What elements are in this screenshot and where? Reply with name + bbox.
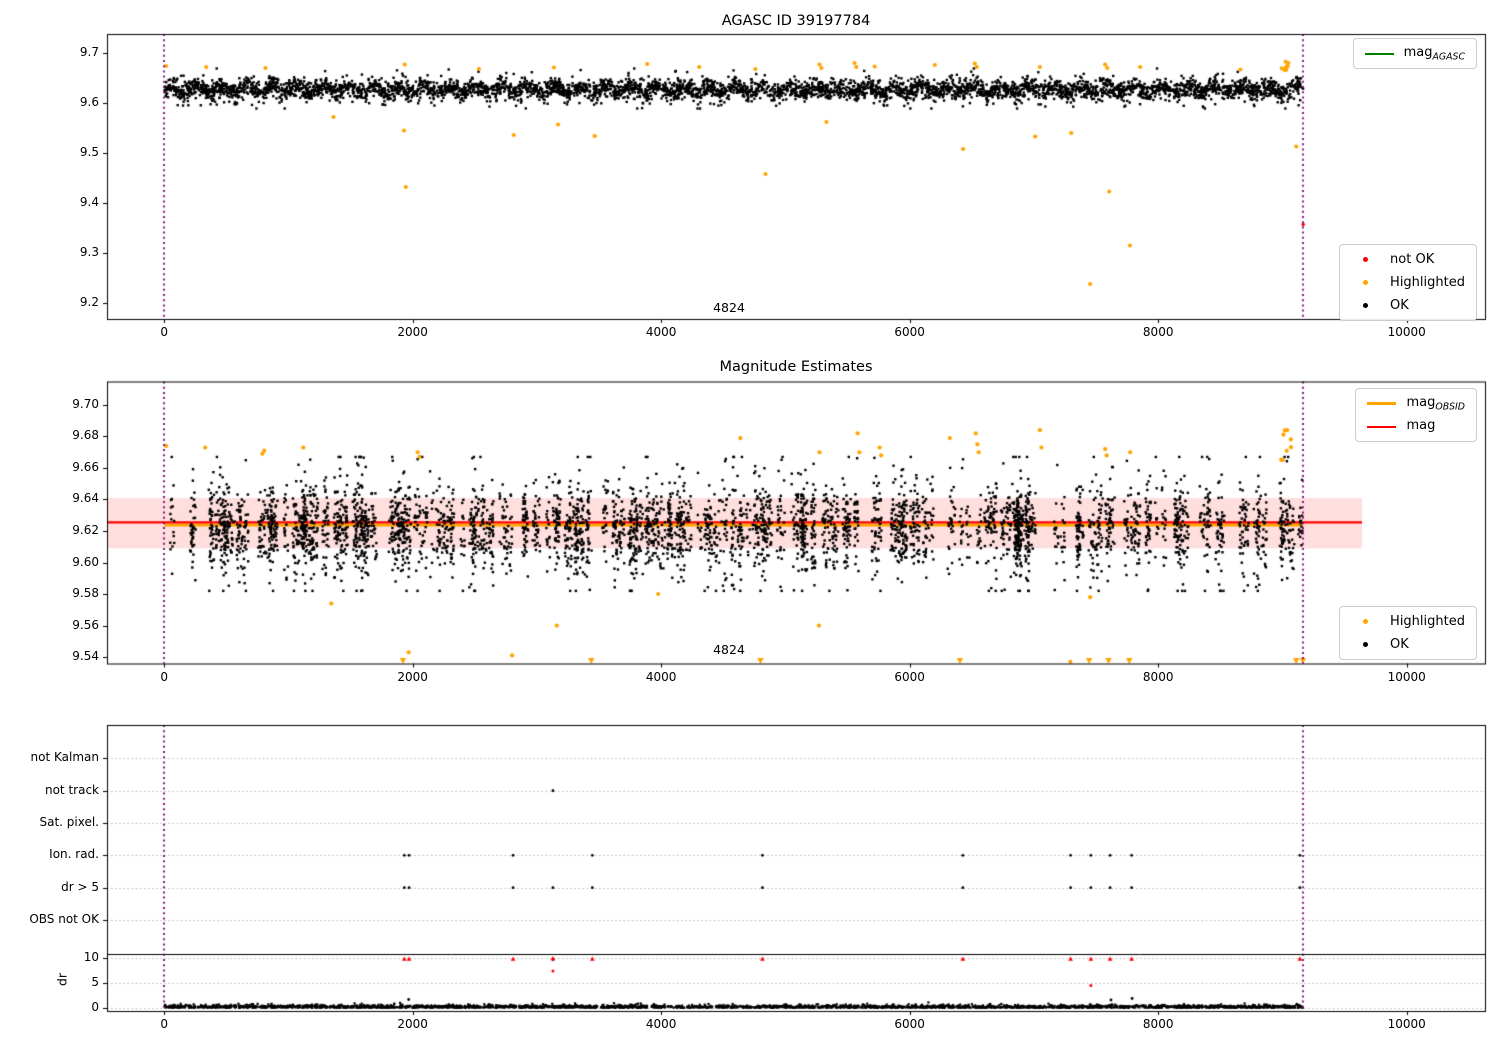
xtick-label: 4000: [645, 325, 677, 339]
p2-ytick-label: 9.64: [72, 491, 99, 506]
p2-ytick-label: 9.70: [72, 396, 99, 411]
panel2-annotation: 4824: [713, 642, 745, 657]
dr-ytick-label: 5: [91, 975, 99, 989]
xtick-label: 8000: [1142, 1017, 1174, 1031]
xtick-label: 0: [160, 325, 168, 339]
legend-item-ok: OK: [1351, 296, 1465, 315]
not-ok-marker-sample: [1363, 257, 1369, 262]
legend-item-ok: OK: [1351, 635, 1465, 654]
legend-label: magOBSID: [1406, 394, 1465, 413]
dr-axis-label: dr: [54, 972, 70, 987]
xtick-label: 8000: [1142, 670, 1174, 684]
xtick-label: 4000: [645, 670, 677, 684]
xtick-label: 2000: [397, 1017, 428, 1031]
legend-label: OK: [1390, 637, 1409, 652]
legend-item-highlighted: Highlighted: [1351, 612, 1465, 631]
ok-marker-sample: [1363, 642, 1369, 647]
legend-item-mag: mag: [1367, 417, 1465, 436]
flag-category-label: Ion. rad.: [49, 847, 99, 862]
p1-ytick-label: 9.5: [79, 145, 99, 159]
mag-obsid-line-sample: [1367, 402, 1397, 405]
legend-item-mag-agasc: magAGASC: [1364, 44, 1465, 63]
highlighted-marker-sample: [1363, 280, 1369, 285]
p2-ytick-label: 9.58: [72, 586, 99, 601]
panel2-marker-legend: Highlighted OK: [1339, 606, 1477, 660]
p1-ytick-label: 9.7: [79, 45, 99, 59]
xtick-label: 10000: [1387, 1017, 1426, 1031]
dr-ytick-label: 10: [83, 950, 99, 964]
legend-label: not OK: [1390, 252, 1435, 267]
flag-category-label: not track: [44, 782, 99, 797]
xtick-label: 2000: [397, 325, 428, 339]
ok-marker-sample: [1363, 303, 1369, 308]
p2-ytick-label: 9.56: [72, 617, 99, 632]
p1-ytick-label: 9.2: [79, 295, 99, 309]
panel1-marker-legend: not OK Highlighted OK: [1339, 244, 1477, 321]
xtick-label: 6000: [894, 1017, 925, 1031]
legend-label: mag: [1406, 417, 1436, 433]
xtick-label: 2000: [397, 670, 428, 684]
p1-ytick-label: 9.4: [79, 195, 99, 209]
p2-ytick-label: 9.68: [72, 428, 99, 443]
legend-item-mag-obsid: magOBSID: [1367, 394, 1465, 413]
legend-item-not-ok: not OK: [1351, 250, 1465, 269]
panel1-title: AGASC ID 39197784: [721, 13, 871, 29]
panel1-annotation: 4824: [713, 300, 745, 315]
highlighted-marker-sample: [1363, 619, 1369, 624]
flag-category-label: Sat. pixel.: [39, 814, 99, 829]
legend-label: Highlighted: [1390, 275, 1465, 290]
xtick-label: 4000: [645, 1017, 677, 1031]
legend-label: OK: [1390, 298, 1409, 313]
panel2-title: Magnitude Estimates: [719, 359, 873, 375]
panel2-line-legend: magOBSID mag: [1355, 388, 1477, 442]
p2-ytick-label: 9.62: [72, 523, 99, 537]
dr-ytick-label: 0: [91, 1000, 99, 1014]
legend-item-highlighted: Highlighted: [1351, 273, 1465, 292]
p2-ytick-label: 9.60: [72, 554, 99, 569]
xtick-label: 0: [160, 670, 168, 684]
xtick-label: 0: [160, 1017, 168, 1031]
p1-ytick-label: 9.3: [79, 245, 99, 259]
xtick-label: 10000: [1387, 325, 1426, 339]
mag-line-sample: [1367, 425, 1397, 428]
flag-category-label: OBS not OK: [29, 912, 99, 926]
xtick-label: 6000: [894, 325, 925, 339]
p1-ytick-label: 9.6: [79, 95, 99, 109]
mag-agasc-line-sample: [1364, 52, 1394, 55]
xtick-label: 8000: [1142, 325, 1174, 339]
flag-category-label: not Kalman: [30, 750, 99, 765]
p2-ytick-label: 9.66: [72, 459, 99, 474]
xtick-label: 10000: [1387, 670, 1426, 684]
legend-label: Highlighted: [1390, 614, 1465, 629]
xtick-label: 6000: [894, 670, 925, 684]
flag-category-label: dr > 5: [61, 879, 99, 894]
panel1-line-legend: magAGASC: [1352, 38, 1477, 69]
legend-label: magAGASC: [1403, 44, 1465, 63]
p2-ytick-label: 9.54: [72, 649, 99, 664]
